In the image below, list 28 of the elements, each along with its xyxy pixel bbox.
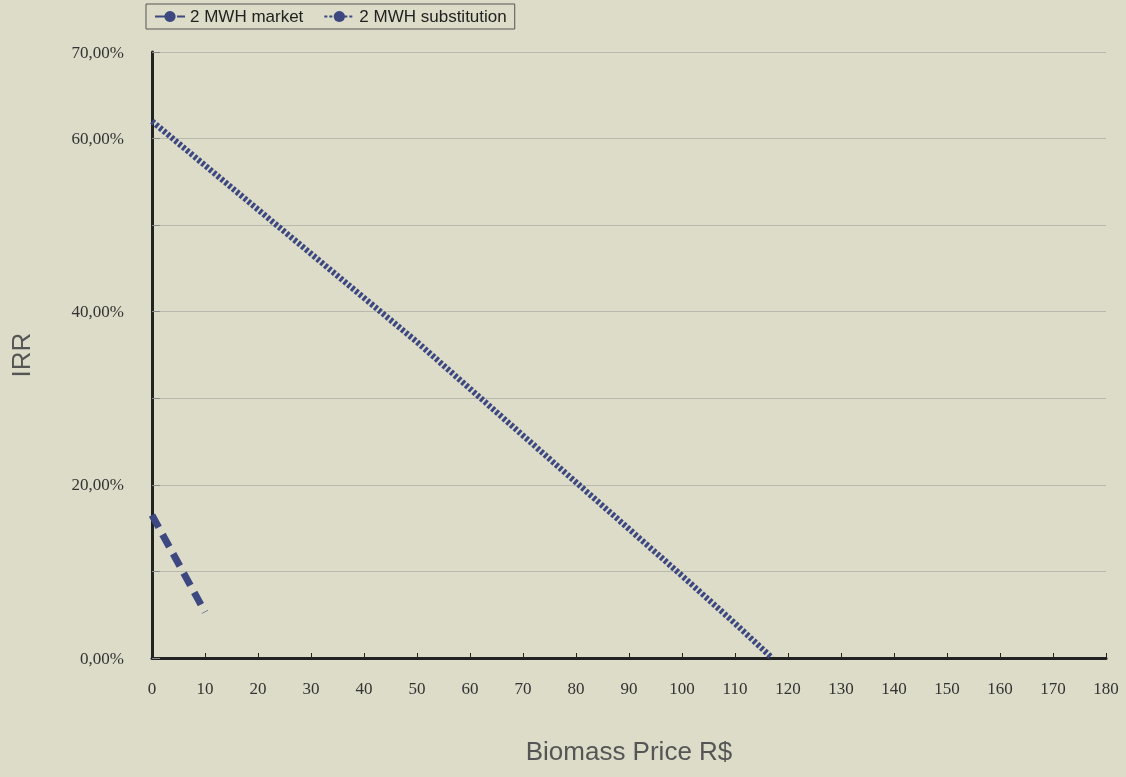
- x-tick-label: 120: [775, 679, 801, 698]
- x-tick-label: 170: [1040, 679, 1066, 698]
- x-tick-label: 60: [461, 679, 479, 698]
- x-tick-label: 40: [355, 679, 373, 698]
- x-tick-label: 130: [828, 679, 854, 698]
- x-tick-label: 10: [196, 679, 214, 698]
- x-tick-label: 0: [147, 679, 157, 698]
- x-tick-label: 140: [881, 679, 907, 698]
- x-axis-title: Biomass Price R$: [525, 736, 733, 766]
- x-tick-label: 160: [987, 679, 1013, 698]
- x-tick-label: 80: [567, 679, 585, 698]
- x-tick-label: 110: [722, 679, 748, 698]
- x-tick-label: 30: [302, 679, 320, 698]
- legend-label: 2 MWH substitution: [359, 7, 507, 26]
- y-tick-label: 70,00%: [71, 42, 124, 62]
- x-tick-label: 180: [1093, 679, 1119, 698]
- y-tick-label: 20,00%: [71, 475, 124, 495]
- x-tick-label: 20: [249, 679, 267, 698]
- y-tick-label: 60,00%: [71, 129, 124, 149]
- y-tick-label: 40,00%: [71, 302, 124, 322]
- x-tick-label: 70: [514, 679, 532, 698]
- x-tick-label: 100: [669, 679, 695, 698]
- legend-label: 2 MWH market: [190, 7, 304, 26]
- y-axis-title: IRR: [6, 332, 36, 378]
- x-tick-label: 90: [620, 679, 638, 698]
- y-tick-label: 0,00%: [80, 648, 124, 668]
- x-tick-label: 150: [934, 679, 960, 698]
- x-tick-label: 50: [408, 679, 426, 698]
